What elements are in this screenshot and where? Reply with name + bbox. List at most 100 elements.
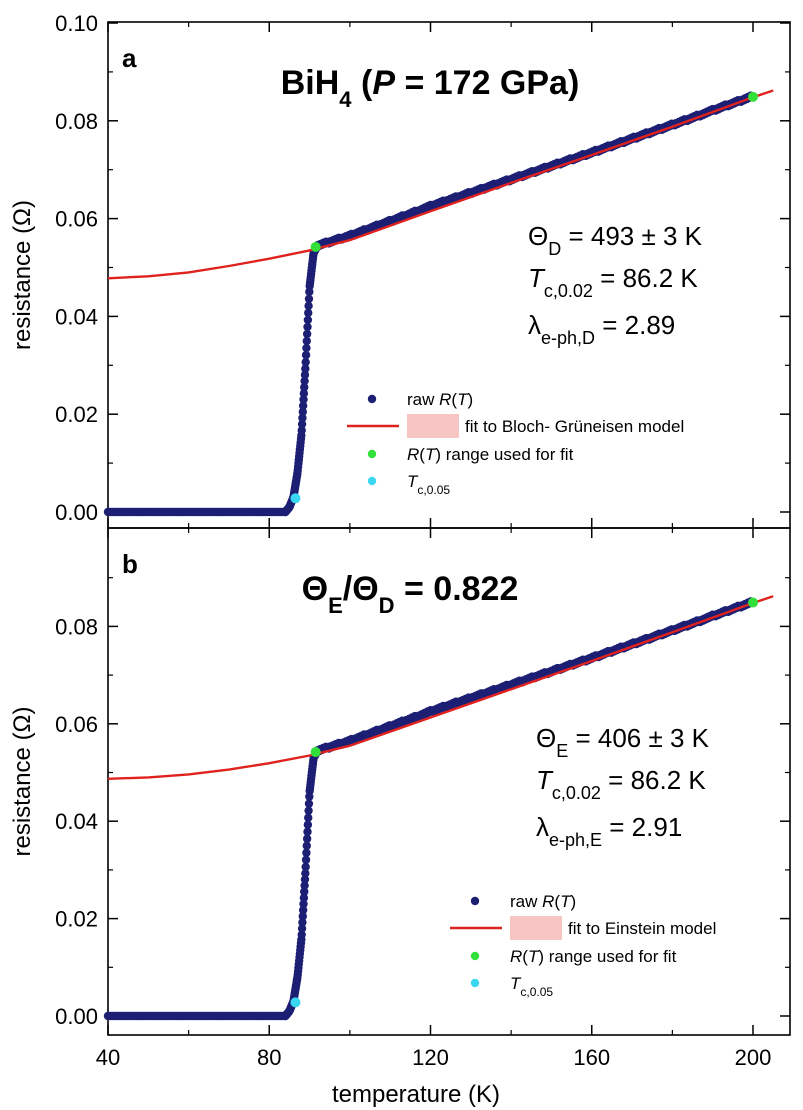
raw-point (298, 912, 307, 921)
y-tick-label: 0.04 (55, 304, 98, 329)
legend-fit-box (510, 916, 562, 940)
x-tick-label: 200 (735, 1045, 772, 1070)
raw-point (304, 813, 313, 822)
y-tick-label: 0.06 (55, 207, 98, 232)
panel-title: ΘE/ΘD = 0.822 (302, 570, 519, 618)
raw-point (299, 389, 309, 398)
legend-raw-symbol (470, 896, 480, 906)
raw-point (299, 899, 308, 909)
fit-range-point (310, 241, 321, 252)
x-tick-label: 120 (412, 1045, 449, 1070)
raw-point (299, 893, 309, 903)
y-tick-label: 0.08 (55, 109, 98, 134)
y-tick-label: 0.08 (55, 614, 98, 639)
x-tick-label: 160 (573, 1045, 610, 1070)
legend: raw R(T) fit to Einstein model R(T) range … (450, 892, 716, 999)
raw-point (298, 905, 308, 915)
y-tick-label: 0.00 (55, 1004, 98, 1029)
raw-point (302, 841, 311, 850)
tc-point (290, 493, 301, 504)
legend-range-symbol (367, 449, 377, 459)
raw-point (303, 322, 312, 332)
fit-curve (107, 89, 774, 280)
raw-point (298, 918, 307, 927)
legend-label-2: R(T) range used for fit (407, 445, 574, 464)
raw-point (300, 875, 310, 884)
legend-label-3: Tc,0.05 (510, 974, 553, 999)
raw-data-series (103, 91, 757, 517)
annotation-0: ΘD = 493 ± 3 K (528, 221, 703, 259)
fit-curve (107, 595, 774, 780)
annotation-0: ΘE = 406 ± 3 K (536, 723, 710, 761)
raw-point (304, 294, 314, 303)
raw-point (301, 364, 310, 373)
legend-tc-symbol (367, 476, 377, 486)
y-tick-label: 0.10 (55, 11, 98, 36)
fit-range-point (310, 747, 321, 758)
panel-letter: a (122, 43, 137, 73)
raw-point (301, 862, 310, 871)
legend-range-symbol (470, 951, 480, 961)
legend-label-2: R(T) range used for fit (510, 947, 677, 966)
raw-point (301, 855, 311, 864)
y-tick-label: 0.06 (55, 712, 98, 737)
raw-point (300, 383, 309, 392)
legend-label-0: raw R(T) (510, 892, 576, 911)
y-tick-label: 0.04 (55, 809, 98, 834)
plot-frame (107, 527, 791, 1036)
raw-point (302, 329, 312, 339)
fit-range-point (748, 597, 758, 608)
raw-point (297, 924, 307, 933)
raw-point (304, 799, 314, 808)
raw-point (302, 848, 311, 857)
raw-point (297, 930, 306, 939)
legend-fit-box (407, 414, 459, 438)
y-tick-label: 0.00 (55, 500, 98, 525)
panel-b: 0.00 0.02 0.04 0.06 0.08 40 80 120 160 200 resista… (9, 527, 791, 1070)
legend-label-3: Tc,0.05 (407, 472, 450, 497)
raw-point (301, 350, 311, 360)
raw-point (300, 370, 310, 380)
legend-label-1: fit to Bloch- Grüneisen model (465, 417, 684, 436)
legend-label-1: fit to Einstein model (568, 919, 716, 938)
annotation-2: λe-ph,E = 2.91 (536, 812, 682, 850)
y-tick-label: 0.02 (55, 907, 98, 932)
raw-point (297, 426, 306, 435)
x-tick-label: 40 (96, 1045, 120, 1070)
tc-point (290, 997, 301, 1008)
raw-point (302, 834, 312, 843)
raw-point (304, 806, 313, 815)
raw-point (299, 395, 308, 404)
annotation-1: Tc,0.02 = 86.2 K (536, 765, 706, 803)
raw-point (297, 419, 307, 429)
annotation-2: λe-ph,D = 2.89 (528, 310, 675, 348)
legend-label-0: raw R(T) (407, 390, 473, 409)
raw-point (298, 401, 308, 410)
raw-point (300, 881, 309, 890)
raw-point (301, 869, 310, 878)
legend-tc-symbol (470, 978, 480, 988)
x-tick-label: 80 (257, 1045, 281, 1070)
y-tick-label: 0.02 (55, 402, 98, 427)
annotation-1: Tc,0.02 = 86.2 K (528, 263, 698, 301)
raw-point (298, 413, 307, 423)
raw-point (303, 315, 313, 325)
panel-letter: b (122, 549, 138, 579)
fit-range-point (748, 91, 758, 102)
raw-point (300, 376, 309, 386)
raw-point (302, 336, 311, 346)
x-axis-label: temperature (K) (332, 1081, 500, 1108)
legend: raw R(T) fit to Bloch- Grüneisen model R(T… (347, 390, 684, 497)
y-axis-label: resistance (Ω) (9, 707, 36, 857)
raw-point (302, 343, 311, 353)
raw-point (298, 407, 307, 417)
panel-title: BiH4 (P = 172 GPa) (281, 64, 580, 112)
raw-point (303, 820, 313, 829)
raw-point (301, 357, 310, 367)
y-axis-label: resistance (Ω) (9, 200, 36, 350)
panel-a: 0.00 0.02 0.04 0.06 0.08 0.10 resistance (Ω) a B… (9, 11, 791, 529)
raw-point (304, 301, 313, 311)
raw-point (300, 887, 309, 896)
raw-point (303, 827, 312, 836)
